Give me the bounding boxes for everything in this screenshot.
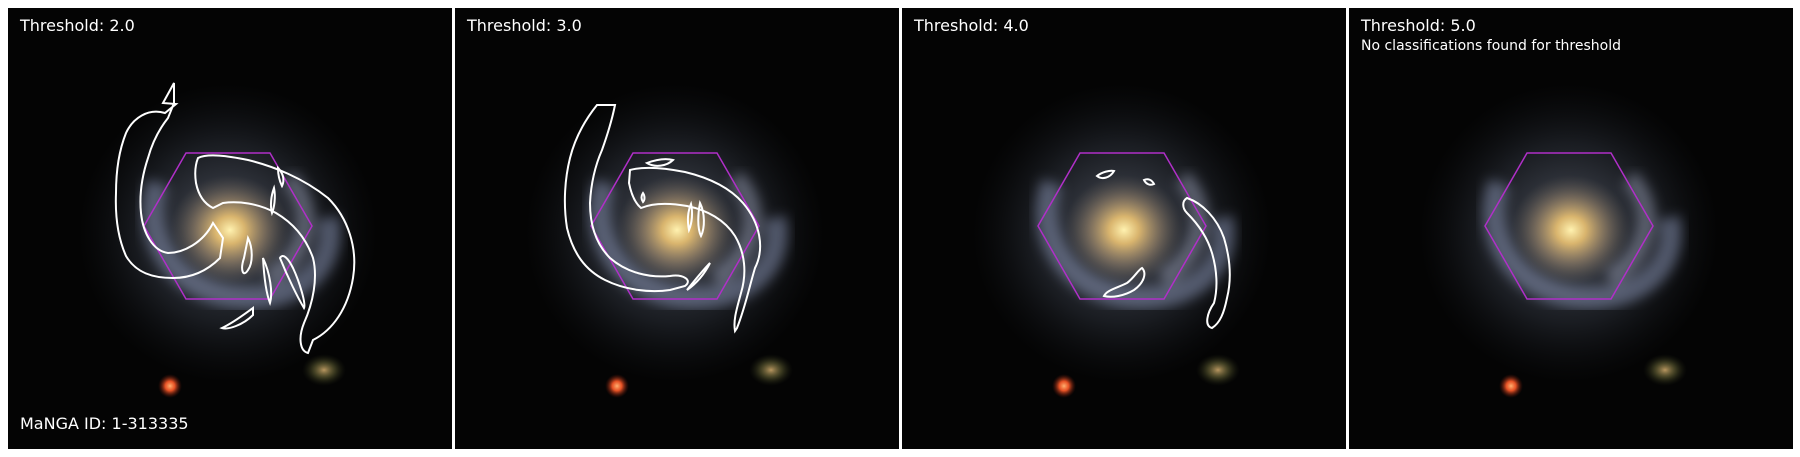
panel-threshold-2: Threshold: 2.0 MaNGA ID: 1-313335 — [8, 8, 452, 449]
red-star — [1499, 374, 1523, 398]
classification-contours — [1095, 169, 1231, 330]
panel-threshold-5: Threshold: 5.0 No classifications found … — [1349, 8, 1793, 449]
manga-id-label: MaNGA ID: 1-313335 — [20, 414, 189, 433]
galaxy-image — [1349, 8, 1793, 449]
companion-galaxy — [749, 354, 793, 386]
red-star — [158, 374, 182, 398]
spiral-arms — [1035, 171, 1235, 310]
ifu-hexagon — [1037, 152, 1207, 300]
panel-threshold-4: Threshold: 4.0 — [902, 8, 1346, 449]
panel-threshold-3: Threshold: 3.0 — [455, 8, 899, 449]
companion-galaxy — [302, 354, 346, 386]
galaxy-image — [455, 8, 899, 449]
galaxy-image — [8, 8, 452, 449]
ifu-hexagon — [590, 152, 760, 300]
threshold-label: Threshold: 5.0 — [1361, 16, 1476, 35]
red-star — [605, 374, 629, 398]
threshold-label: Threshold: 4.0 — [914, 16, 1029, 35]
classification-contours — [114, 82, 356, 355]
galaxy-image — [902, 8, 1346, 449]
spiral-arms — [141, 171, 341, 310]
companion-galaxy — [1643, 354, 1687, 386]
spiral-arms — [1482, 171, 1682, 310]
companion-galaxy — [1196, 354, 1240, 386]
threshold-label: Threshold: 3.0 — [467, 16, 582, 35]
classification-contours — [563, 104, 762, 334]
spiral-arms — [588, 171, 788, 310]
ifu-hexagon — [1484, 152, 1654, 300]
no-classifications-note: No classifications found for threshold — [1361, 38, 1621, 54]
red-star — [1052, 374, 1076, 398]
threshold-label: Threshold: 2.0 — [20, 16, 135, 35]
